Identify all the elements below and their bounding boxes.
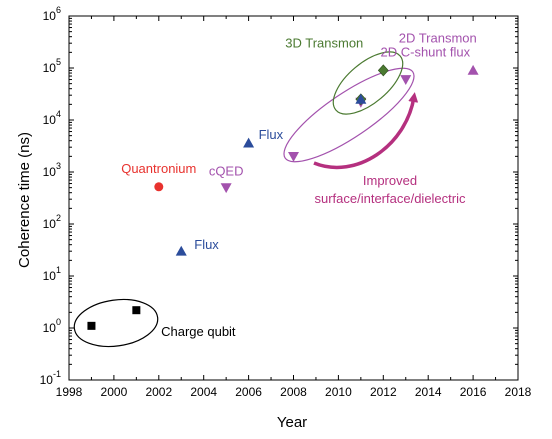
transmon-2d-ellipse	[283, 67, 415, 163]
flux-point	[355, 93, 367, 104]
y-tick-label: 102	[43, 213, 61, 231]
quantronium-point	[154, 182, 164, 192]
y-tick-label: 106	[43, 5, 61, 23]
y-tick-label: 101	[43, 265, 61, 283]
x-axis-label: Year	[277, 414, 307, 431]
charge-qubit-point	[132, 306, 141, 315]
x-tick-label: 2006	[235, 385, 262, 399]
x-tick-label: 2000	[101, 385, 128, 399]
x-tick-label: 1998	[56, 385, 83, 399]
charge-qubit-label: Charge qubit	[161, 324, 236, 339]
annotation-improved: Improved	[363, 173, 417, 188]
transmon-3d-ellipse	[332, 51, 404, 115]
3d-transmon-point	[377, 64, 389, 77]
2d-c-shunt-flux-label: 2D C-shunt flux	[381, 44, 471, 59]
cqed-label: cQED	[209, 164, 244, 179]
data-marks	[87, 64, 479, 330]
axes: 1998 2000 2002 2004 2006 2008 2010 2012 2014 2016…	[40, 5, 532, 399]
y-tick-label: 103	[43, 161, 61, 179]
y-tick-label: 104	[43, 109, 61, 127]
group-ellipses	[73, 51, 415, 348]
2d-c-shunt-flux-point	[467, 64, 479, 75]
y-axis-label: Coherence time (ns)	[16, 132, 33, 268]
improvement-arrow	[313, 92, 419, 170]
cqed-point	[220, 183, 232, 194]
x-tick-label: 2004	[190, 385, 217, 399]
charge-qubit-ellipse	[73, 298, 159, 348]
x-tick-label: 2008	[280, 385, 307, 399]
flux-point	[175, 245, 187, 256]
2d-transmon-label: 2D Transmon	[399, 31, 477, 46]
annotation-surface: surface/interface/dielectric	[314, 191, 466, 206]
x-tick-label: 2002	[145, 385, 172, 399]
flux-point	[243, 137, 255, 148]
x-tick-label: 2010	[325, 385, 352, 399]
series-labels: Charge qubit Quantronium Flux cQED Flux 2D Tr…	[121, 31, 477, 340]
2d-transmon-point	[288, 151, 299, 162]
charge-qubit-point	[87, 321, 96, 330]
flux-label: Flux	[194, 237, 219, 252]
y-tick-label: 105	[43, 57, 61, 75]
3d-transmon-label: 3D Transmon	[285, 35, 363, 50]
2d-transmon-point	[400, 75, 412, 86]
flux-label: Flux	[259, 127, 284, 142]
x-tick-label: 2012	[370, 385, 397, 399]
x-tick-label: 2018	[505, 385, 532, 399]
x-tick-label: 2016	[460, 385, 487, 399]
quantronium-label: Quantronium	[121, 161, 196, 176]
y-tick-label: 10-1	[40, 369, 61, 387]
y-tick-label: 100	[43, 317, 61, 335]
x-tick-label: 2014	[415, 385, 442, 399]
